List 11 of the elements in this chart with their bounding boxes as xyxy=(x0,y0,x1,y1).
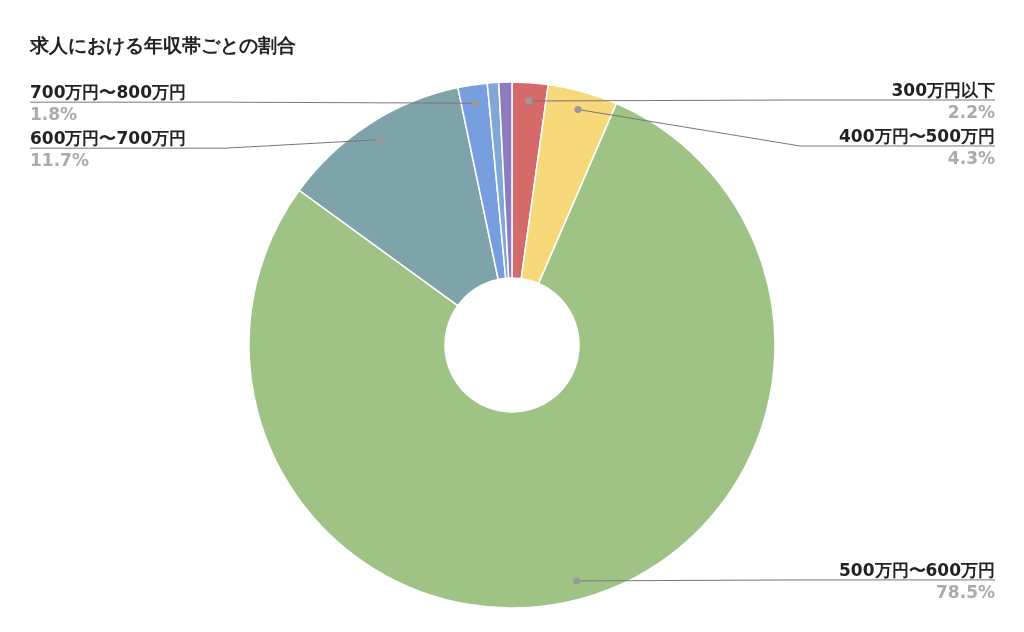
data-label: 2.2% xyxy=(947,101,995,122)
data-label: 78.5% xyxy=(936,581,995,602)
data-label: 1.8% xyxy=(30,104,78,125)
slice-label: 700万円〜800万円 xyxy=(30,82,186,103)
slice-label: 500万円〜600万円 xyxy=(839,559,995,580)
slice-label: 300万円以下 xyxy=(891,79,995,100)
chart-title: 求人における年収帯ごとの割合 xyxy=(29,34,296,56)
slice-label: 400万円〜500万円 xyxy=(839,125,995,146)
data-label: 4.3% xyxy=(947,147,995,168)
slice-label: 600万円〜700万円 xyxy=(30,128,186,149)
data-label: 11.7% xyxy=(30,150,89,171)
